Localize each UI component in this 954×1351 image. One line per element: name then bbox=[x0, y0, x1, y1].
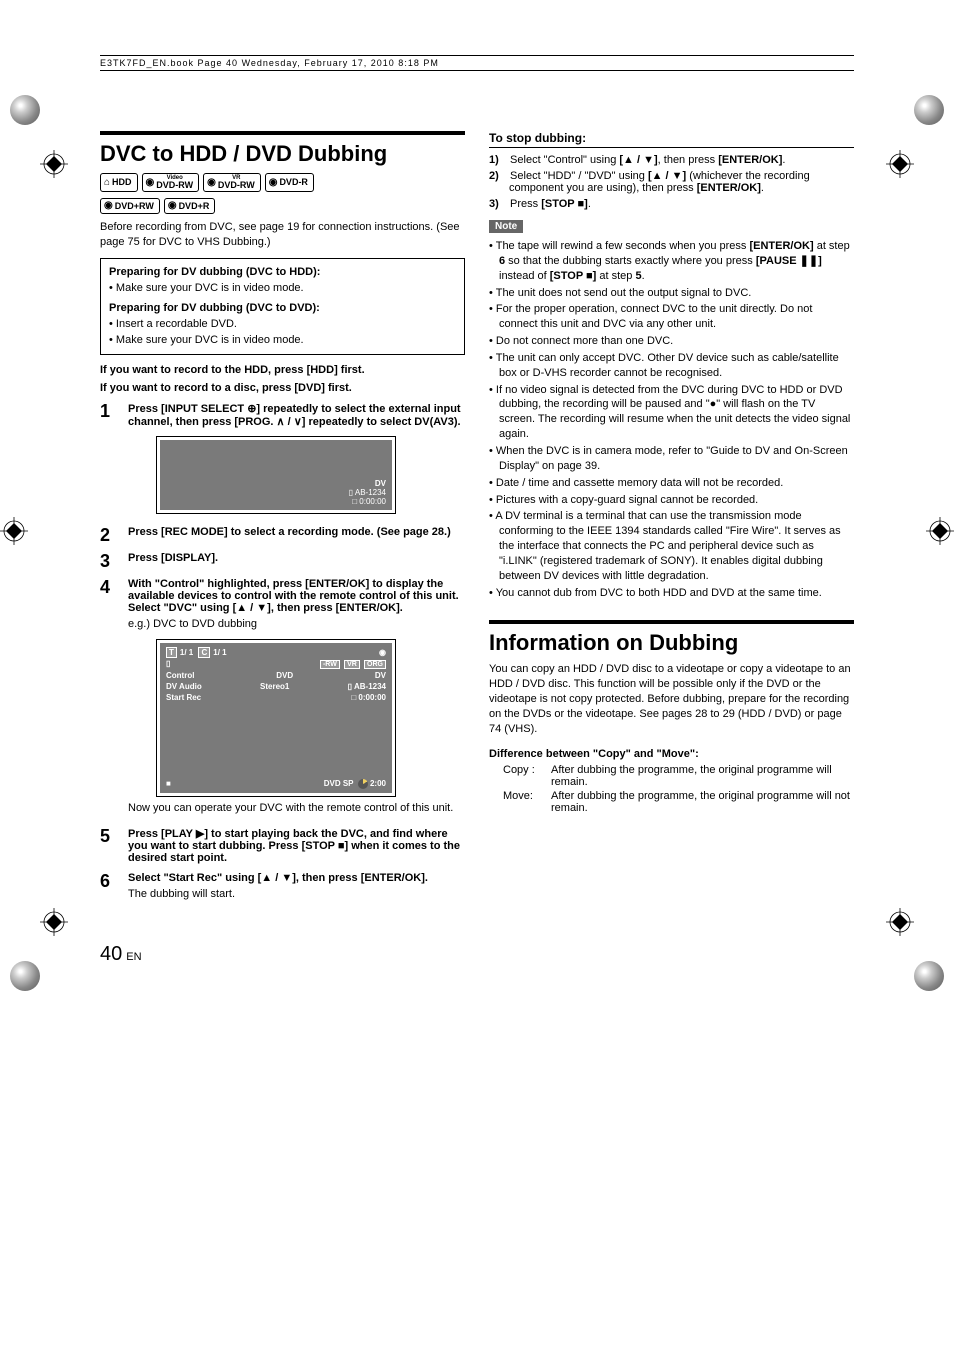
diff-heading: Difference between "Copy" and "Move": bbox=[489, 747, 854, 762]
info-body: You can copy an HDD / DVD disc to a vide… bbox=[489, 662, 854, 736]
media-badge: ⌂HDD bbox=[100, 173, 138, 192]
pre-step-text: If you want to record to a disc, press [… bbox=[100, 381, 465, 396]
step-after-text: Now you can operate your DVC with the re… bbox=[128, 801, 465, 816]
osd-line: DV bbox=[349, 479, 386, 488]
crop-mark-icon bbox=[886, 150, 914, 178]
step-lead: Press [DISPLAY]. bbox=[128, 552, 465, 564]
media-badge: ◉VideoDVD-RW bbox=[142, 173, 200, 192]
step-lead: Select "Start Rec" using [▲ / ▼], then p… bbox=[128, 872, 465, 884]
prep-item: • Make sure your DVC is in video mode. bbox=[109, 333, 456, 348]
osd-line: □ 0:00:00 bbox=[349, 497, 386, 506]
step-after-text: The dubbing will start. bbox=[128, 887, 465, 902]
media-badge: ◉DVD-R bbox=[265, 173, 314, 192]
definition-value: After dubbing the programme, the origina… bbox=[551, 790, 854, 814]
prep-heading: Preparing for DV dubbing (DVC to HDD): bbox=[109, 265, 456, 280]
substep: 2) Select "HDD" / "DVD" using [▲ / ▼] (w… bbox=[489, 170, 854, 194]
stop-dubbing-heading: To stop dubbing: bbox=[489, 131, 854, 148]
print-corner-mark bbox=[10, 95, 40, 125]
print-corner-mark bbox=[914, 961, 944, 991]
step-lead: Press [INPUT SELECT ⊕] repeatedly to sel… bbox=[128, 402, 465, 428]
prep-heading: Preparing for DV dubbing (DVC to DVD): bbox=[109, 301, 456, 316]
note-item: You cannot dub from DVC to both HDD and … bbox=[489, 586, 854, 601]
page-header-meta: E3TK7FD_EN.book Page 40 Wednesday, Febru… bbox=[100, 55, 854, 71]
step-number: 6 bbox=[100, 872, 118, 905]
note-item: For the proper operation, connect DVC to… bbox=[489, 302, 854, 332]
step-item: 1 Press [INPUT SELECT ⊕] repeatedly to s… bbox=[100, 402, 465, 518]
media-badge-row: ◉DVD+RW ◉DVD+R bbox=[100, 198, 465, 214]
note-item: If no video signal is detected from the … bbox=[489, 383, 854, 442]
definition-row: Copy : After dubbing the programme, the … bbox=[503, 764, 854, 788]
print-corner-mark bbox=[10, 961, 40, 991]
step-item: 2 Press [REC MODE] to select a recording… bbox=[100, 526, 465, 544]
substep: 1) Select "Control" using [▲ / ▼], then … bbox=[489, 154, 854, 166]
crop-mark-icon bbox=[0, 517, 28, 545]
substep: 3) Press [STOP ■]. bbox=[489, 198, 854, 210]
print-corner-mark bbox=[914, 95, 944, 125]
step-item: 3 Press [DISPLAY]. bbox=[100, 552, 465, 570]
crop-mark-icon bbox=[40, 150, 68, 178]
note-label: Note bbox=[489, 220, 523, 233]
step-item: 4 With "Control" highlighted, press [ENT… bbox=[100, 578, 465, 820]
step-list: 1 Press [INPUT SELECT ⊕] repeatedly to s… bbox=[100, 402, 465, 906]
media-badge-row: ⌂HDD ◉VideoDVD-RW ◉VRDVD-RW ◉DVD-R bbox=[100, 173, 465, 192]
left-column: DVC to HDD / DVD Dubbing ⌂HDD ◉VideoDVD-… bbox=[100, 131, 465, 913]
step-lead: Press [REC MODE] to select a recording m… bbox=[128, 526, 465, 538]
definition-value: After dubbing the programme, the origina… bbox=[551, 764, 854, 788]
osd-screenshot: DV ▯ AB-1234 □ 0:00:00 bbox=[156, 436, 396, 514]
osd-screenshot: T1/ 1 C1/ 1 ◉ ▯ -RW VR ORG bbox=[156, 639, 396, 797]
page-footer: 40 EN bbox=[0, 933, 954, 1006]
step-number: 2 bbox=[100, 526, 118, 544]
note-item: Pictures with a copy-guard signal cannot… bbox=[489, 493, 854, 508]
intro-text: Before recording from DVC, see page 19 f… bbox=[100, 220, 465, 250]
step-number: 4 bbox=[100, 578, 118, 820]
note-list: The tape will rewind a few seconds when … bbox=[489, 239, 854, 600]
section-title: Information on Dubbing bbox=[489, 630, 854, 656]
right-column: To stop dubbing: 1) Select "Control" usi… bbox=[489, 131, 854, 913]
step-item: 6 Select "Start Rec" using [▲ / ▼], then… bbox=[100, 872, 465, 905]
note-item: The unit does not send out the output si… bbox=[489, 286, 854, 301]
osd-line: ▯ AB-1234 bbox=[349, 488, 386, 497]
step-number: 5 bbox=[100, 827, 118, 864]
step-lead: Press [PLAY ▶] to start playing back the… bbox=[128, 827, 465, 864]
pre-step-text: If you want to record to the HDD, press … bbox=[100, 363, 465, 378]
step-example-label: e.g.) DVC to DVD dubbing bbox=[128, 617, 465, 632]
page-lang: EN bbox=[126, 951, 141, 963]
step-item: 5 Press [PLAY ▶] to start playing back t… bbox=[100, 827, 465, 864]
media-badge: ◉DVD+R bbox=[164, 198, 216, 214]
note-item: A DV terminal is a terminal that can use… bbox=[489, 509, 854, 583]
section-rule bbox=[100, 131, 465, 135]
note-item: The unit can only accept DVC. Other DV d… bbox=[489, 351, 854, 381]
step-number: 3 bbox=[100, 552, 118, 570]
note-item: Do not connect more than one DVC. bbox=[489, 334, 854, 349]
crop-mark-icon bbox=[886, 908, 914, 936]
media-badge: ◉DVD+RW bbox=[100, 198, 160, 214]
definition-key: Copy : bbox=[503, 764, 547, 788]
step-number: 1 bbox=[100, 402, 118, 518]
crop-mark-icon bbox=[926, 517, 954, 545]
prep-item: • Make sure your DVC is in video mode. bbox=[109, 281, 456, 296]
note-item: The tape will rewind a few seconds when … bbox=[489, 239, 854, 284]
step-lead: With "Control" highlighted, press [ENTER… bbox=[128, 578, 465, 614]
media-badge: ◉VRDVD-RW bbox=[203, 173, 261, 192]
prep-item: • Insert a recordable DVD. bbox=[109, 317, 456, 332]
section-rule bbox=[489, 620, 854, 624]
section-title: DVC to HDD / DVD Dubbing bbox=[100, 141, 465, 167]
preparation-box: Preparing for DV dubbing (DVC to HDD): •… bbox=[100, 258, 465, 355]
note-item: When the DVC is in camera mode, refer to… bbox=[489, 444, 854, 474]
definition-row: Move: After dubbing the programme, the o… bbox=[503, 790, 854, 814]
page-number: 40 bbox=[100, 943, 122, 965]
note-item: Date / time and cassette memory data wil… bbox=[489, 476, 854, 491]
crop-mark-icon bbox=[40, 908, 68, 936]
definition-key: Move: bbox=[503, 790, 547, 814]
